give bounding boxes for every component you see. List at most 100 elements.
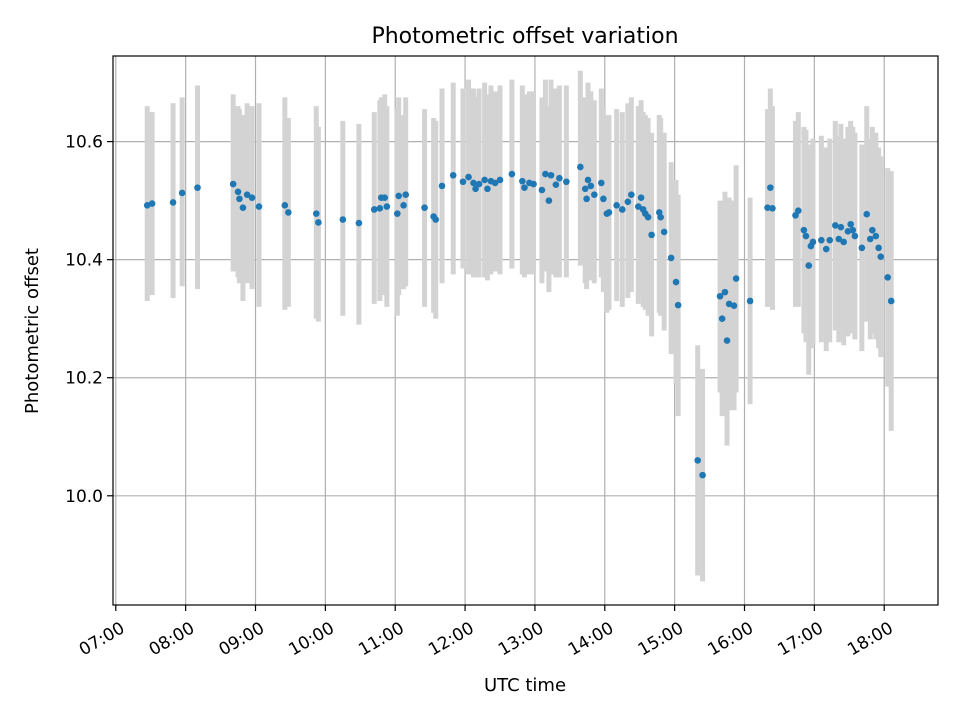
data-points: [143, 163, 895, 479]
data-point: [672, 278, 680, 286]
data-point: [699, 471, 706, 479]
data-point: [281, 202, 289, 209]
data-point: [312, 210, 320, 217]
data-point: [849, 226, 857, 234]
data-point: [618, 206, 626, 213]
data-point: [542, 170, 549, 178]
data-point: [394, 210, 401, 217]
data-point: [285, 209, 292, 216]
y-axis-ticks: 10.0 10.2 10.4 10.6: [65, 133, 113, 507]
chart-title: Photometric offset variation: [371, 24, 678, 49]
data-point: [694, 457, 701, 464]
data-point: [587, 182, 595, 190]
data-point: [718, 315, 726, 322]
data-point: [475, 180, 483, 188]
data-point: [800, 226, 808, 234]
data-point: [339, 216, 347, 223]
data-point: [538, 186, 546, 194]
data-point: [872, 232, 880, 240]
y-tick-label: 10.6: [65, 133, 103, 153]
data-point: [577, 163, 584, 171]
data-point: [837, 223, 845, 231]
data-point: [519, 177, 526, 185]
data-point: [635, 203, 642, 210]
data-point: [583, 195, 590, 203]
data-point: [847, 220, 854, 228]
data-point: [667, 254, 675, 262]
data-point: [818, 236, 825, 244]
data-point: [835, 235, 843, 243]
data-point: [628, 191, 635, 199]
data-point: [229, 180, 237, 188]
data-point: [877, 253, 885, 261]
data-point: [884, 274, 892, 281]
data-point: [465, 173, 472, 181]
data-point: [584, 176, 592, 184]
data-point: [508, 170, 516, 178]
data-point: [875, 244, 882, 252]
data-point: [613, 202, 620, 209]
plot-frame: [112, 55, 939, 606]
data-point: [581, 185, 589, 193]
data-point: [194, 184, 201, 191]
data-point: [552, 181, 560, 188]
data-point: [764, 204, 771, 212]
data-point: [239, 204, 247, 212]
data-point: [484, 185, 491, 193]
data-point: [866, 235, 874, 243]
data-point: [822, 245, 830, 253]
data-point: [472, 185, 479, 193]
data-point: [730, 302, 738, 310]
data-point: [746, 297, 754, 305]
data-point: [395, 192, 403, 200]
data-point: [851, 232, 859, 240]
data-point: [591, 191, 598, 199]
data-point: [248, 194, 256, 201]
data-point: [236, 195, 243, 203]
y-tick-label: 10.0: [65, 487, 103, 507]
data-point: [716, 292, 724, 300]
data-point: [732, 275, 740, 282]
data-point: [169, 199, 177, 206]
data-point: [355, 219, 363, 227]
data-point: [723, 337, 731, 344]
data-point: [809, 238, 817, 246]
data-point: [600, 195, 607, 203]
data-point: [449, 171, 457, 179]
data-point: [545, 197, 553, 204]
data-point: [721, 288, 729, 296]
data-point: [597, 179, 605, 187]
data-point: [644, 213, 652, 221]
data-point: [496, 176, 504, 184]
data-point: [243, 191, 251, 199]
data-point: [547, 171, 555, 179]
data-point: [521, 184, 528, 191]
data-point: [832, 222, 839, 229]
data-point: [869, 226, 876, 234]
y-tick-label: 10.2: [65, 369, 103, 389]
data-point: [648, 231, 655, 239]
data-point: [802, 232, 810, 240]
data-point: [315, 219, 322, 226]
data-point: [767, 184, 774, 191]
data-point: [370, 206, 378, 213]
data-point: [805, 262, 813, 269]
data-point: [459, 178, 467, 186]
data-point: [376, 205, 384, 212]
data-point: [421, 204, 428, 212]
data-point: [657, 213, 664, 221]
data-point: [605, 209, 613, 216]
data-point: [491, 179, 499, 187]
data-point: [383, 203, 391, 210]
data-point: [530, 180, 537, 188]
data-point: [769, 205, 776, 212]
data-point: [381, 194, 389, 201]
data-point: [674, 301, 682, 309]
data-point: [887, 297, 895, 305]
data-point: [826, 236, 834, 244]
data-point: [556, 174, 563, 182]
data-point: [148, 200, 156, 207]
y-tick-label: 10.4: [65, 251, 103, 271]
data-point: [178, 189, 186, 197]
